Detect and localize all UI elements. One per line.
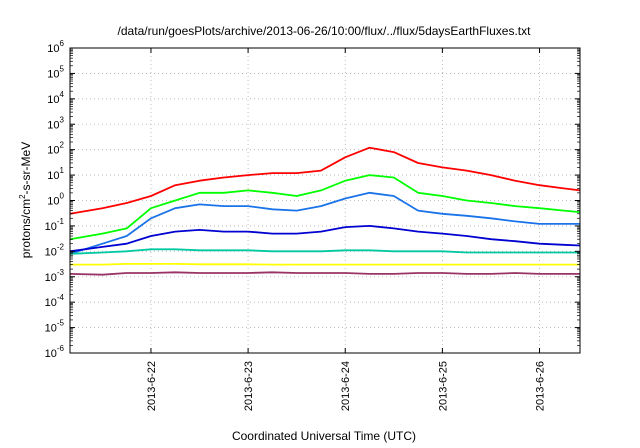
y-tick-label: 10-6 (45, 344, 65, 360)
y-tick-label: 100 (47, 192, 64, 208)
y-tick-label: 102 (47, 141, 64, 157)
x-tick-label: 2013-6-22 (146, 361, 158, 411)
y-axis-label: protons/cm2-s-sr-MeV (18, 142, 33, 258)
y-tick-label: 101 (47, 166, 64, 182)
series-lines (69, 146, 581, 276)
y-tick-label: 10-3 (45, 268, 65, 284)
grid-lines (70, 48, 580, 353)
y-tick-label: 103 (47, 115, 64, 131)
series-line-6 (70, 262, 580, 266)
x-tick-label: 2013-6-25 (437, 361, 449, 411)
y-axis-ticks: 10-6 10-5 10-4 10-3 10-2 10-1 100 101 102 103 104 1… (45, 39, 580, 360)
y-tick-label: 10-5 (45, 319, 65, 335)
series-line-7 (69, 271, 580, 276)
y-tick-label: 10-2 (45, 242, 65, 258)
series-line-3 (69, 191, 580, 255)
y-tick-label: 10-4 (45, 293, 65, 309)
series-line-5 (69, 248, 580, 255)
y-tick-label: 105 (47, 64, 64, 80)
chart-title: /data/run/goesPlots/archive/2013-06-26/1… (118, 24, 532, 38)
y-tick-label: 104 (47, 90, 64, 106)
x-axis-label: Coordinated Universal Time (UTC) (232, 429, 416, 443)
x-tick-label: 2013-6-24 (340, 361, 352, 411)
series-line-1 (69, 146, 581, 215)
y-tick-label: 106 (47, 39, 64, 55)
x-tick-label: 2013-6-23 (243, 361, 255, 411)
series-line-2 (69, 174, 581, 241)
x-axis-ticks: 2013-6-22 2013-6-23 2013-6-24 2013-6-25 2013… (146, 48, 547, 411)
series-line-4 (69, 224, 581, 253)
x-tick-label: 2013-6-26 (535, 361, 547, 411)
y-tick-label: 10-1 (45, 217, 65, 233)
